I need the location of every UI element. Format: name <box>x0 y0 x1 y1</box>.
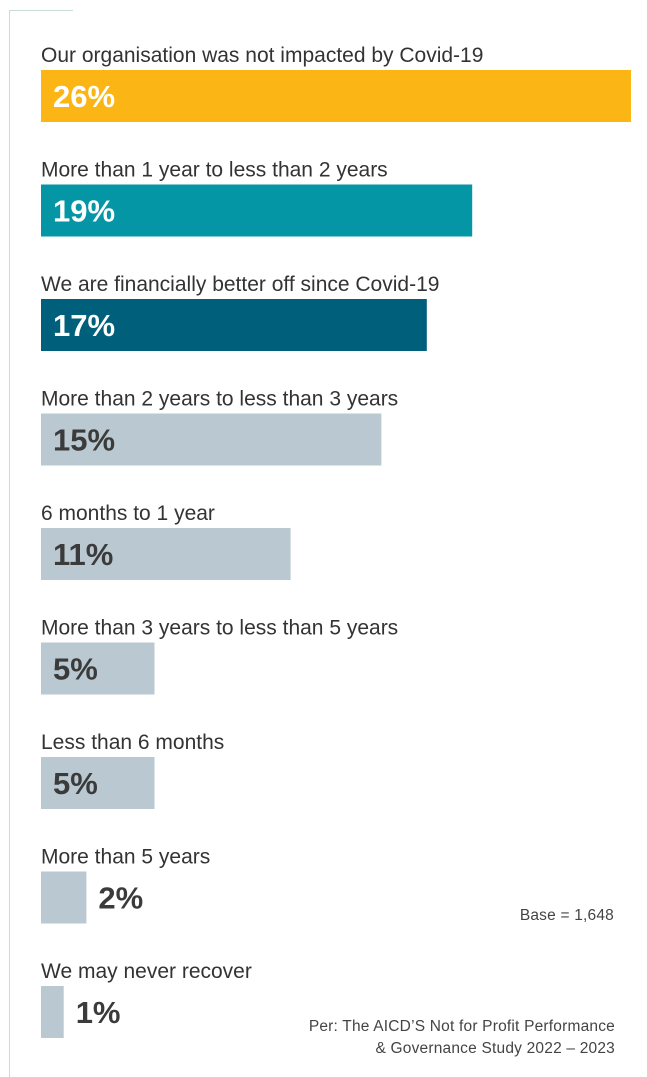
bar <box>41 871 87 924</box>
bar <box>41 299 427 351</box>
value-label: 5% <box>53 652 98 687</box>
value-label: 11% <box>53 537 113 572</box>
bar <box>41 757 155 809</box>
source-note-line2: & Governance Study 2022 – 2023 <box>375 1040 615 1057</box>
frame-left-rule <box>9 10 10 1077</box>
category-label: Less than 6 months <box>41 731 224 754</box>
value-label: 19% <box>53 194 115 229</box>
category-label: We are financially better off since Covi… <box>41 273 439 296</box>
category-label: Our organisation was not impacted by Cov… <box>41 44 483 67</box>
category-label: We may never recover <box>41 960 252 983</box>
source-note-line1: Per: The AICD’S Not for Profit Performan… <box>308 1018 615 1035</box>
category-label: 6 months to 1 year <box>41 502 215 525</box>
frame-top-rule <box>9 10 73 11</box>
bar <box>41 413 382 466</box>
category-label: More than 2 years to less than 3 years <box>41 388 398 411</box>
bar <box>41 70 631 122</box>
value-label: 5% <box>53 766 98 801</box>
category-label: More than 1 year to less than 2 years <box>41 159 388 182</box>
bar <box>41 184 473 237</box>
value-label: 26% <box>53 79 115 114</box>
category-label: More than 5 years <box>41 846 210 869</box>
bar <box>41 642 155 695</box>
value-label: 2% <box>98 881 143 916</box>
category-label: More than 3 years to less than 5 years <box>41 617 398 640</box>
value-label: 1% <box>76 995 121 1030</box>
bar <box>41 528 291 580</box>
value-label: 17% <box>53 308 115 343</box>
bar <box>41 986 64 1038</box>
base-note: Base = 1,648 <box>519 907 614 924</box>
value-label: 15% <box>53 423 115 458</box>
